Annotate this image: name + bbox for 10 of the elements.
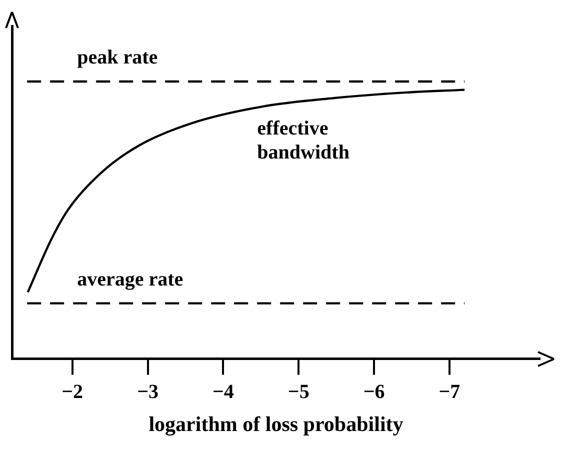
x-tick-label: −3 xyxy=(137,380,158,403)
x-tick-label: −6 xyxy=(363,380,385,403)
series-label: average rate xyxy=(77,268,184,290)
x-axis-title: logarithm of loss probability xyxy=(148,412,404,436)
series-label: effective bandwidth xyxy=(257,117,350,164)
x-tick-label: −5 xyxy=(288,380,310,403)
x-tick-label: −7 xyxy=(438,380,460,403)
series-label: peak rate xyxy=(77,46,158,68)
x-tick-label: −4 xyxy=(212,380,234,403)
x-tick-label: −2 xyxy=(62,380,84,403)
